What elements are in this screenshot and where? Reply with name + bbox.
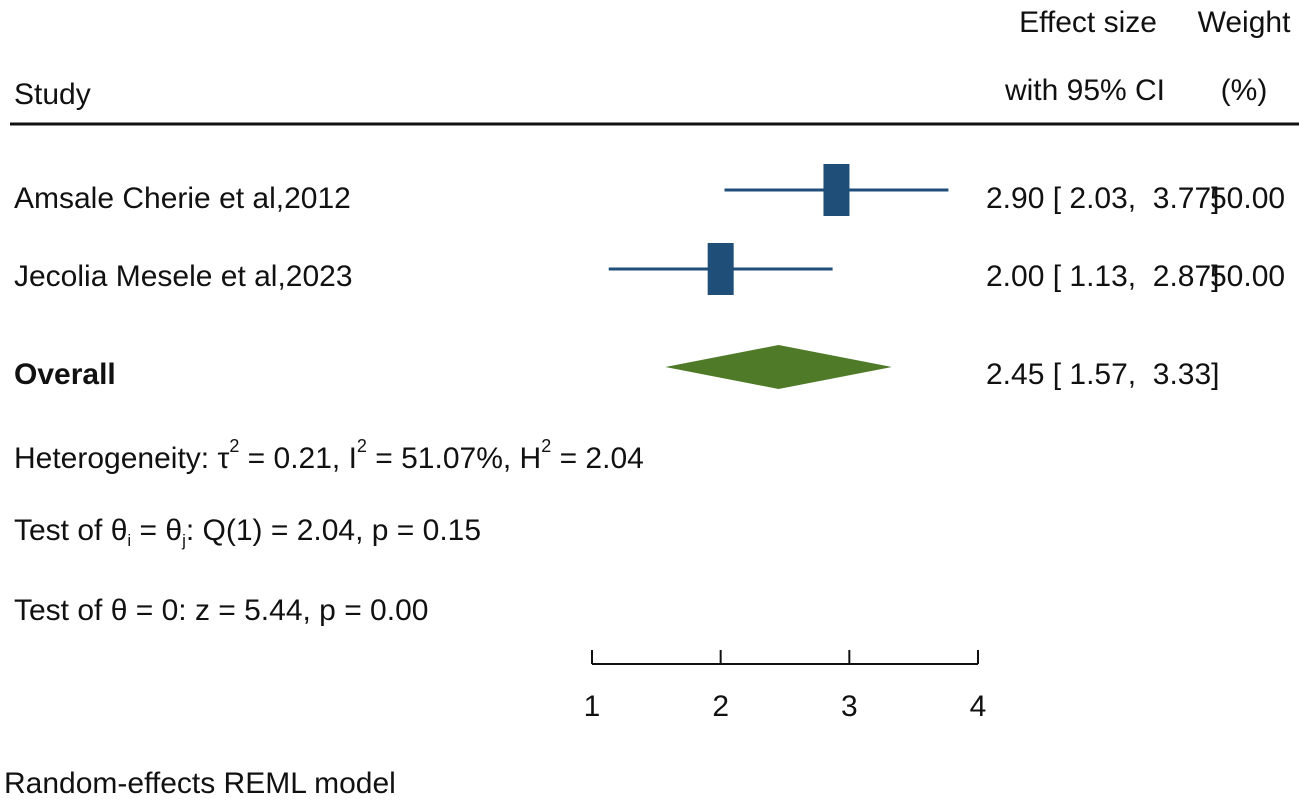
x-tick-label-3: 3 (841, 690, 858, 723)
header-effect-size-line1: Effect size (1019, 6, 1157, 39)
test-zero-text: Test of θ = 0: z = 5.44, p = 0.00 (14, 594, 428, 627)
overall-label: Overall (14, 358, 116, 391)
header-weight-line2: (%) (1221, 74, 1268, 107)
header-effect-size-line2: with 95% CI (1004, 74, 1165, 107)
study-weight-2: 50.00 (1210, 260, 1285, 293)
overall-diamond (665, 345, 892, 389)
study-marker-2 (707, 243, 734, 295)
study-ci-text-1: 2.90 [ 2.03, 3.77] (986, 182, 1220, 215)
x-tick-label-2: 2 (712, 690, 729, 723)
test-equality-text: Test of θi = θj: Q(1) = 2.04, p = 0.15 (14, 514, 481, 550)
study-weight-1: 50.00 (1210, 182, 1285, 215)
x-axis: 1 2 3 4 (584, 650, 987, 723)
x-tick-label-1: 1 (584, 690, 601, 723)
study-label-2: Jecolia Mesele et al,2023 (14, 260, 353, 293)
header-weight-line1: Weight (1198, 6, 1291, 39)
study-ci-text-2: 2.00 [ 1.13, 2.87] (986, 260, 1220, 293)
overall-ci-text: 2.45 [ 1.57, 3.33] (986, 358, 1220, 391)
model-note: Random-effects REML model (4, 767, 396, 800)
header-study: Study (14, 78, 91, 111)
study-marker-1 (823, 164, 850, 216)
x-tick-label-4: 4 (970, 690, 987, 723)
study-label-1: Amsale Cherie et al,2012 (14, 182, 351, 215)
heterogeneity-text: Heterogeneity: τ2 = 0.21, I2 = 51.07%, H… (14, 436, 644, 475)
